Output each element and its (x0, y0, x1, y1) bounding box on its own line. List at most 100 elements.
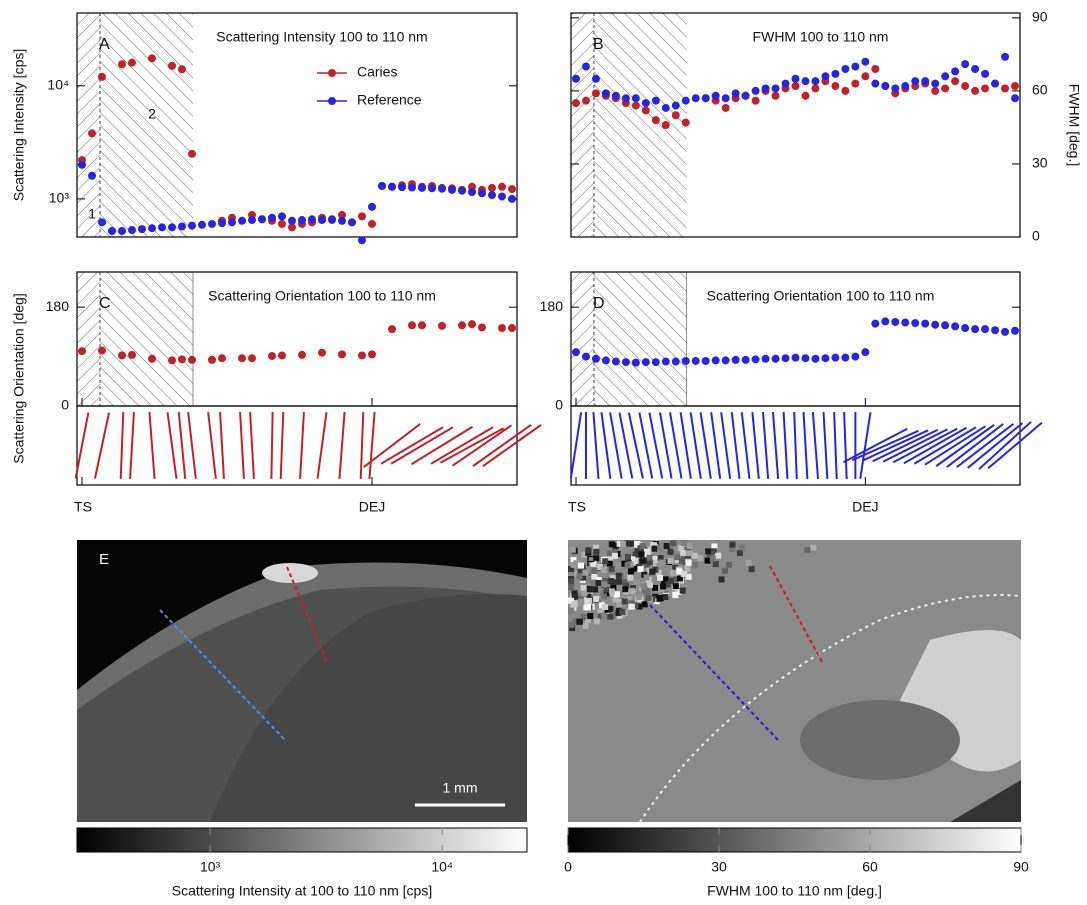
data-point (278, 212, 286, 220)
noise-pixel (582, 590, 588, 596)
y-tick-label: 30 (1032, 155, 1048, 171)
noise-pixel (664, 543, 670, 549)
noise-pixel (630, 588, 636, 594)
data-point (801, 92, 809, 100)
data-point (118, 227, 126, 235)
data-point (831, 70, 839, 78)
x-tick-label: DEJ (359, 499, 385, 515)
data-point (662, 121, 670, 129)
y-tick-label: 60 (1032, 82, 1048, 98)
data-point (672, 111, 680, 119)
noise-pixel (568, 622, 574, 628)
data-point (941, 72, 949, 80)
data-point (801, 354, 809, 362)
noise-pixel (670, 540, 676, 546)
data-point (981, 325, 989, 333)
colorbar-tick-label: 0 (564, 859, 572, 875)
data-point (1001, 328, 1009, 336)
legend-marker (328, 97, 336, 105)
data-point (652, 116, 660, 124)
noise-pixel (672, 592, 678, 598)
orientation-stick (483, 425, 541, 466)
data-point (98, 347, 106, 355)
data-point (811, 77, 819, 85)
data-point (861, 348, 869, 356)
y-tick-label: 10³ (49, 190, 70, 206)
data-point (498, 183, 506, 191)
data-point (971, 325, 979, 333)
noise-pixel (713, 561, 719, 567)
data-point (642, 99, 650, 107)
scale-bar-label: 1 mm (443, 780, 478, 796)
noise-pixel (613, 597, 619, 603)
data-point (108, 227, 116, 235)
data-point (418, 321, 426, 329)
data-point (498, 324, 506, 332)
noise-pixel (804, 547, 810, 553)
noise-pixel (609, 588, 615, 594)
data-point (168, 62, 176, 70)
data-point (752, 97, 760, 105)
data-point (891, 84, 899, 92)
data-point (448, 186, 456, 194)
orientation-stick (369, 412, 374, 479)
data-point (78, 347, 86, 355)
data-point (78, 161, 86, 169)
noise-pixel (667, 549, 673, 555)
data-point (298, 351, 306, 359)
data-point (762, 84, 770, 92)
orientation-stick (691, 412, 701, 478)
noise-pixel (609, 566, 615, 572)
colorbar-tick-label: 10³ (200, 859, 221, 875)
data-point (238, 354, 246, 362)
data-point (951, 67, 959, 75)
colorbar-tick-label: 10⁴ (431, 859, 453, 875)
noise-pixel (581, 585, 587, 591)
data-point (248, 354, 256, 362)
orientation-stick (721, 412, 730, 479)
orientation-stick (339, 412, 344, 479)
data-point (782, 354, 790, 362)
noise-pixel (692, 553, 698, 559)
noise-pixel (729, 542, 735, 548)
noise-pixel (663, 594, 669, 600)
orientation-stick (763, 412, 768, 479)
orientation-stick (804, 412, 808, 479)
noise-pixel (601, 567, 607, 573)
data-point (792, 75, 800, 83)
data-point (612, 92, 620, 100)
noise-pixel (601, 582, 607, 588)
orientation-stick (179, 412, 185, 479)
orientation-stick (834, 412, 837, 479)
orientation-stick (593, 412, 598, 479)
data-point (881, 82, 889, 90)
data-point (911, 319, 919, 327)
data-point (662, 358, 670, 366)
colorbar (568, 828, 1021, 852)
data-point (921, 77, 929, 85)
data-point (712, 92, 720, 100)
x-tick-label: DEJ (852, 499, 878, 515)
data-point (278, 220, 286, 228)
data-point (981, 70, 989, 78)
data-point (148, 224, 156, 232)
data-point (682, 357, 690, 365)
data-point (801, 77, 809, 85)
y-tick-label: 180 (46, 298, 70, 314)
orientation-stick (860, 412, 870, 478)
y-tick-label: 180 (540, 298, 564, 314)
noise-pixel (622, 598, 628, 604)
data-point (278, 351, 286, 359)
data-point (508, 195, 516, 203)
noise-pixel (616, 563, 622, 569)
colorbar (77, 828, 527, 852)
data-point (218, 219, 226, 227)
orientation-stick (844, 412, 847, 479)
orientation-stick (318, 412, 327, 479)
orientation-stick (843, 429, 907, 463)
data-point (428, 184, 436, 192)
colorbar-label: FWHM 100 to 110 nm [deg.] (707, 883, 882, 899)
image-f (568, 540, 1021, 822)
noise-pixel (578, 599, 584, 605)
noise-pixel (680, 588, 686, 594)
